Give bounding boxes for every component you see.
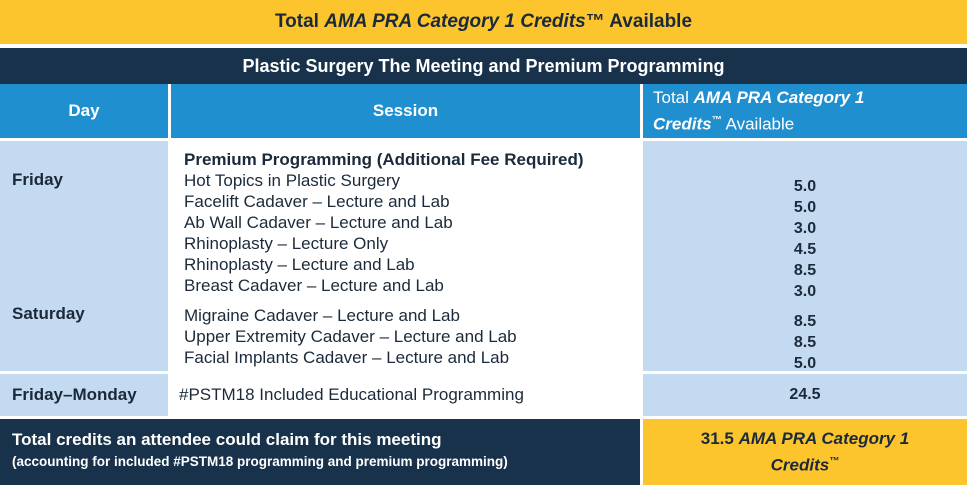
total-row: Total credits an attendee could claim fo… bbox=[0, 419, 967, 485]
credit-value: 5.0 bbox=[793, 199, 817, 216]
total-note: (accounting for included #PSTM18 program… bbox=[12, 454, 508, 469]
session-item: Rhinoplasty – Lecture and Lab bbox=[184, 255, 415, 274]
title-italic: AMA PRA Category 1 Credits bbox=[324, 11, 586, 32]
premium-day-cell: Friday Saturday bbox=[0, 141, 168, 371]
total-value-prefix: 31.5 bbox=[700, 429, 739, 449]
total-value-cell: 31.5 AMA PRA Category 1 Credits™ bbox=[643, 419, 967, 485]
session-item: Facial Implants Cadaver – Lecture and La… bbox=[184, 348, 510, 367]
session-item: Hot Topics in Plastic Surgery bbox=[184, 171, 401, 190]
premium-row: Friday Saturday Premium Programming (Add… bbox=[0, 141, 967, 372]
credit-value: 8.5 bbox=[793, 313, 817, 330]
session-item: Upper Extremity Cadaver – Lecture and La… bbox=[184, 327, 517, 346]
title-prefix: Total bbox=[274, 11, 325, 32]
header-day: Day bbox=[0, 84, 168, 138]
total-value-tm: ™ bbox=[829, 456, 840, 468]
title-tm: ™ bbox=[585, 11, 605, 32]
total-value-italic-1: AMA PRA Category 1 bbox=[738, 429, 910, 449]
total-label-cell: Total credits an attendee could claim fo… bbox=[0, 419, 640, 485]
day-friday: Friday bbox=[12, 170, 64, 189]
credit-value: 8.5 bbox=[793, 262, 817, 279]
header-credits-italic-1: AMA PRA Category 1 bbox=[693, 88, 865, 108]
header-credits-prefix: Total bbox=[653, 88, 694, 108]
header-credits-tm: ™ bbox=[711, 115, 722, 127]
credit-value: 5.0 bbox=[793, 178, 817, 195]
included-row: Friday–Monday #PSTM18 Included Education… bbox=[0, 374, 967, 416]
credit-value: 4.5 bbox=[793, 241, 817, 258]
session-item: Facelift Cadaver – Lecture and Lab bbox=[184, 192, 450, 211]
header-session: Session bbox=[171, 84, 640, 138]
session-item: Migraine Cadaver – Lecture and Lab bbox=[184, 306, 460, 325]
credit-value: 5.0 bbox=[793, 355, 817, 372]
included-credits: 24.5 bbox=[643, 374, 967, 416]
premium-heading: Premium Programming (Additional Fee Requ… bbox=[184, 150, 584, 169]
header-row: Day Session Total AMA PRA Category 1 Cre… bbox=[0, 84, 967, 138]
header-credits-suffix: Available bbox=[721, 114, 795, 134]
table-title: Total AMA PRA Category 1 Credits ™ Availa… bbox=[0, 0, 967, 44]
premium-credits-cell: 5.0 5.0 3.0 4.5 8.5 3.0 8.5 8.5 5.0 bbox=[643, 141, 967, 372]
total-label: Total credits an attendee could claim fo… bbox=[12, 430, 442, 449]
session-item: Breast Cadaver – Lecture and Lab bbox=[184, 276, 444, 295]
included-session: #PSTM18 Included Educational Programming bbox=[171, 374, 640, 416]
total-value-italic-2: Credits bbox=[770, 455, 830, 475]
header-credits: Total AMA PRA Category 1 Credits™ Availa… bbox=[643, 84, 967, 138]
included-day: Friday–Monday bbox=[0, 374, 168, 416]
session-item: Rhinoplasty – Lecture Only bbox=[184, 234, 389, 253]
day-saturday: Saturday bbox=[12, 304, 85, 323]
premium-session-cell: Premium Programming (Additional Fee Requ… bbox=[171, 141, 640, 371]
credit-value: 3.0 bbox=[793, 220, 817, 237]
title-suffix: Available bbox=[604, 11, 693, 32]
credit-value: 3.0 bbox=[793, 283, 817, 300]
table-subtitle: Plastic Surgery The Meeting and Premium … bbox=[0, 48, 967, 84]
header-credits-italic-2: Credits bbox=[653, 114, 712, 134]
credit-value: 8.5 bbox=[793, 334, 817, 351]
session-item: Ab Wall Cadaver – Lecture and Lab bbox=[184, 213, 453, 232]
